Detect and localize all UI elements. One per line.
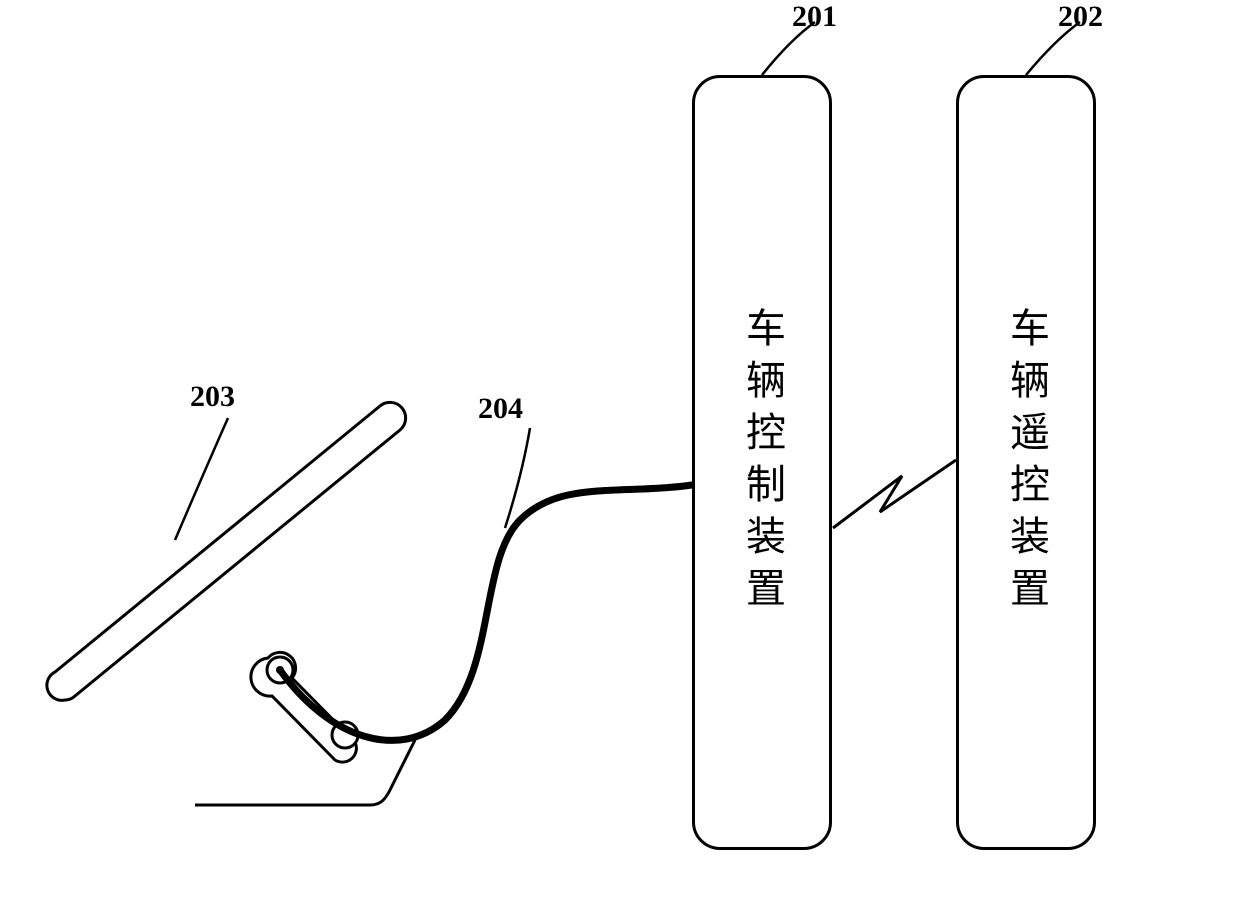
pedal-assembly — [47, 402, 415, 805]
pedal-base — [195, 740, 415, 805]
cable-204 — [280, 485, 692, 740]
ref-202: 202 — [1058, 0, 1103, 34]
box-vehicle-control: 车辆控制装置 — [692, 75, 832, 850]
wireless-symbol — [833, 460, 956, 528]
ref-203: 203 — [190, 380, 235, 414]
leader-203 — [175, 418, 228, 540]
box-vehicle-remote: 车辆遥控装置 — [956, 75, 1096, 850]
ref-201: 201 — [792, 0, 837, 34]
box-vehicle-control-label: 车辆控制装置 — [733, 307, 791, 619]
pedal-pad — [47, 402, 406, 700]
ref-204: 204 — [478, 392, 523, 426]
box-vehicle-remote-label: 车辆遥控装置 — [997, 307, 1055, 619]
